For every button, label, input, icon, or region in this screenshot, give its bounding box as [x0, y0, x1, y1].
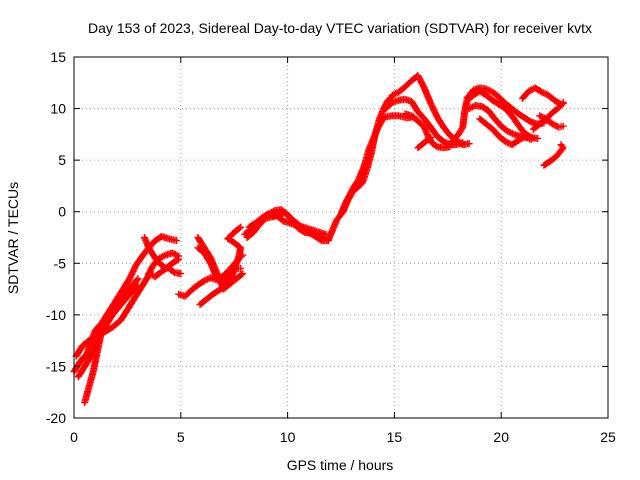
data-point-interp	[294, 222, 302, 230]
data-point	[504, 127, 512, 135]
data-point-interp	[505, 128, 513, 136]
data-point-interp	[170, 250, 178, 258]
data-points	[70, 72, 567, 407]
data-point-interp	[467, 104, 475, 112]
data-point-interp	[157, 253, 165, 261]
data-point-interp	[558, 142, 566, 150]
data-point-interp	[390, 90, 398, 98]
y-tick-label: 0	[58, 204, 66, 220]
data-point-interp	[527, 86, 535, 94]
data-point	[482, 85, 490, 93]
x-tick-label: 0	[70, 429, 78, 445]
data-point-interp	[484, 86, 492, 94]
data-point-interp	[159, 253, 167, 261]
y-tick-label: -10	[46, 307, 66, 323]
data-point	[548, 120, 556, 128]
data-point-interp	[173, 256, 181, 264]
data-point	[292, 221, 300, 229]
data-point-interp	[133, 276, 141, 284]
data-point	[173, 237, 181, 245]
data-point-interp	[539, 89, 547, 97]
data-point	[177, 270, 185, 278]
data-point	[145, 270, 153, 278]
x-tick-label: 5	[177, 429, 185, 445]
x-tick-label: 10	[280, 429, 296, 445]
data-point-interp	[202, 276, 210, 284]
data-point	[239, 270, 247, 278]
data-point-interp	[295, 223, 303, 231]
chart-title: Day 153 of 2023, Sidereal Day-to-day VTE…	[88, 20, 592, 36]
data-point	[134, 275, 142, 283]
data-point-interp	[146, 270, 154, 278]
x-axis-label: GPS time / hours	[287, 457, 394, 473]
data-point	[237, 264, 245, 272]
data-point	[440, 138, 448, 146]
data-point-interp	[552, 122, 560, 130]
data-point-interp	[160, 252, 168, 260]
data-point	[559, 99, 567, 107]
data-point-interp	[524, 134, 532, 142]
data-point	[465, 105, 473, 113]
data-point-interp	[391, 90, 399, 98]
data-point-interp	[503, 138, 511, 146]
data-point	[536, 112, 544, 120]
x-tick-label: 25	[600, 429, 616, 445]
data-point	[134, 282, 142, 290]
data-point-interp	[507, 129, 515, 137]
data-point	[538, 88, 546, 96]
data-point	[525, 87, 533, 95]
data-point	[557, 141, 565, 149]
y-tick-label: -20	[46, 410, 66, 426]
x-tick-label: 20	[493, 429, 509, 445]
data-point-interp	[485, 87, 493, 95]
x-tick-label: 15	[387, 429, 403, 445]
data-point	[501, 138, 509, 146]
data-point-interp	[425, 134, 433, 142]
y-axis-label: SDTVAR / TECUs	[5, 182, 21, 294]
data-point	[465, 140, 473, 148]
y-tick-label: 10	[50, 101, 66, 117]
data-point-interp	[539, 113, 547, 121]
data-point	[459, 139, 467, 147]
data-point-interp	[508, 130, 516, 138]
data-point	[521, 132, 529, 140]
y-tick-label: -5	[54, 255, 67, 271]
y-tick-label: -15	[46, 358, 66, 374]
data-point	[175, 255, 183, 263]
data-point-interp	[468, 103, 476, 111]
data-point-interp	[558, 101, 566, 109]
data-point	[388, 91, 396, 99]
plot-frame	[73, 56, 609, 419]
data-point-interp	[133, 283, 141, 291]
data-point-interp	[522, 133, 530, 141]
grid-lines	[74, 57, 608, 418]
y-tick-label: 15	[50, 49, 66, 65]
data-point	[237, 223, 245, 231]
data-point-interp	[550, 121, 558, 129]
data-point	[559, 122, 567, 130]
data-point	[200, 277, 208, 285]
data-point	[446, 143, 454, 151]
data-point-interp	[235, 224, 243, 232]
data-point	[534, 134, 542, 142]
y-tick-label: 5	[58, 152, 66, 168]
data-point-interp	[171, 251, 179, 259]
data-point-interp	[541, 90, 549, 98]
data-point	[168, 249, 176, 257]
data-point-interp	[537, 113, 545, 121]
data-point	[427, 133, 435, 141]
data-point-interp	[237, 271, 245, 279]
axes: 0 5 10 15 20 25 -20 -15 -10 -5 0 5 10 15	[46, 49, 616, 445]
data-point	[527, 136, 535, 144]
data-point-interp	[526, 135, 534, 143]
data-point-interp	[204, 275, 211, 283]
